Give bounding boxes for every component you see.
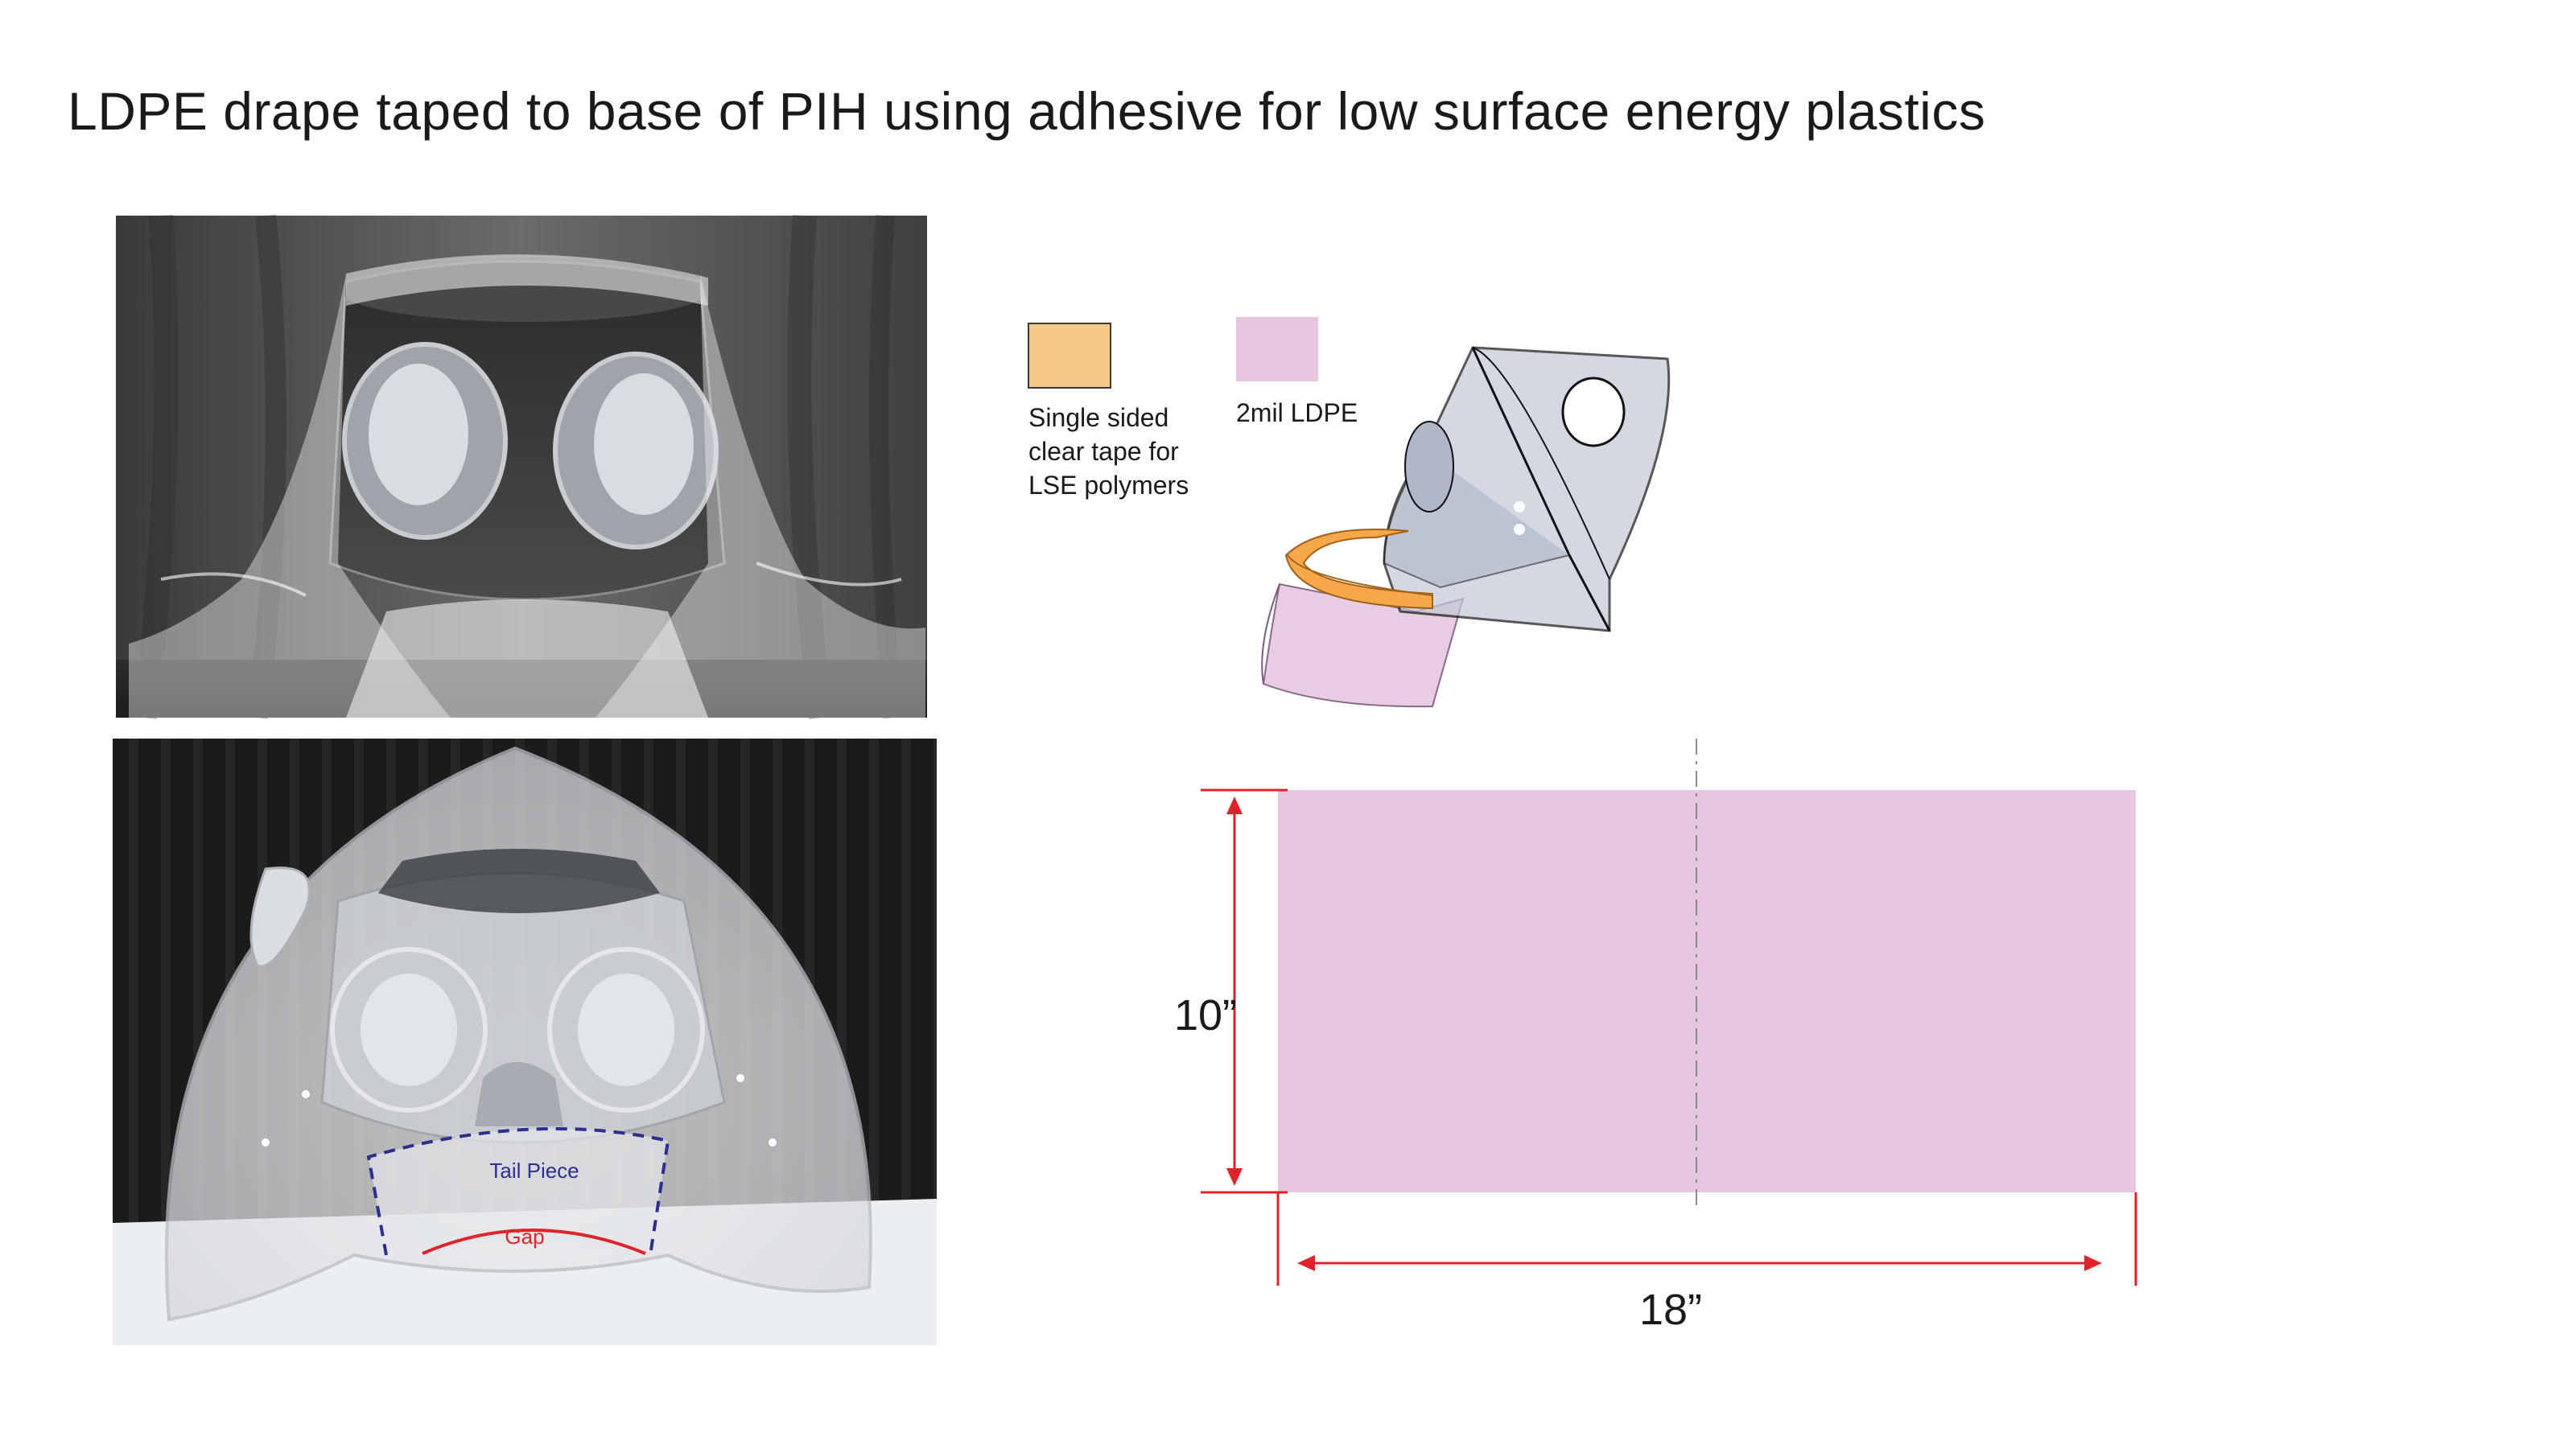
hood-isometric-diagram — [1261, 346, 1671, 708]
width-label: 18” — [1639, 1286, 1702, 1334]
photo-hood-with-drape — [116, 214, 927, 719]
page-title: LDPE drape taped to base of PIH using ad… — [68, 81, 1986, 141]
ldpe-legend-label: 2mil LDPE — [1236, 398, 1358, 427]
drape-dimension-drawing: 10” 18” — [1174, 739, 2137, 1334]
drape-rectangle — [1278, 790, 2136, 1192]
gap-label: Gap — [505, 1225, 544, 1249]
ldpe-swatch — [1236, 317, 1318, 381]
tape-legend-label: Single sided clear tape for LSE polymers — [1028, 403, 1189, 500]
tail-piece-label: Tail Piece — [489, 1159, 579, 1183]
legend: Single sided clear tape for LSE polymers… — [1028, 317, 1358, 500]
tape-swatch — [1028, 323, 1111, 389]
photo-hood-front: Tail Piece Gap — [113, 739, 937, 1345]
height-label: 10” — [1174, 991, 1237, 1039]
